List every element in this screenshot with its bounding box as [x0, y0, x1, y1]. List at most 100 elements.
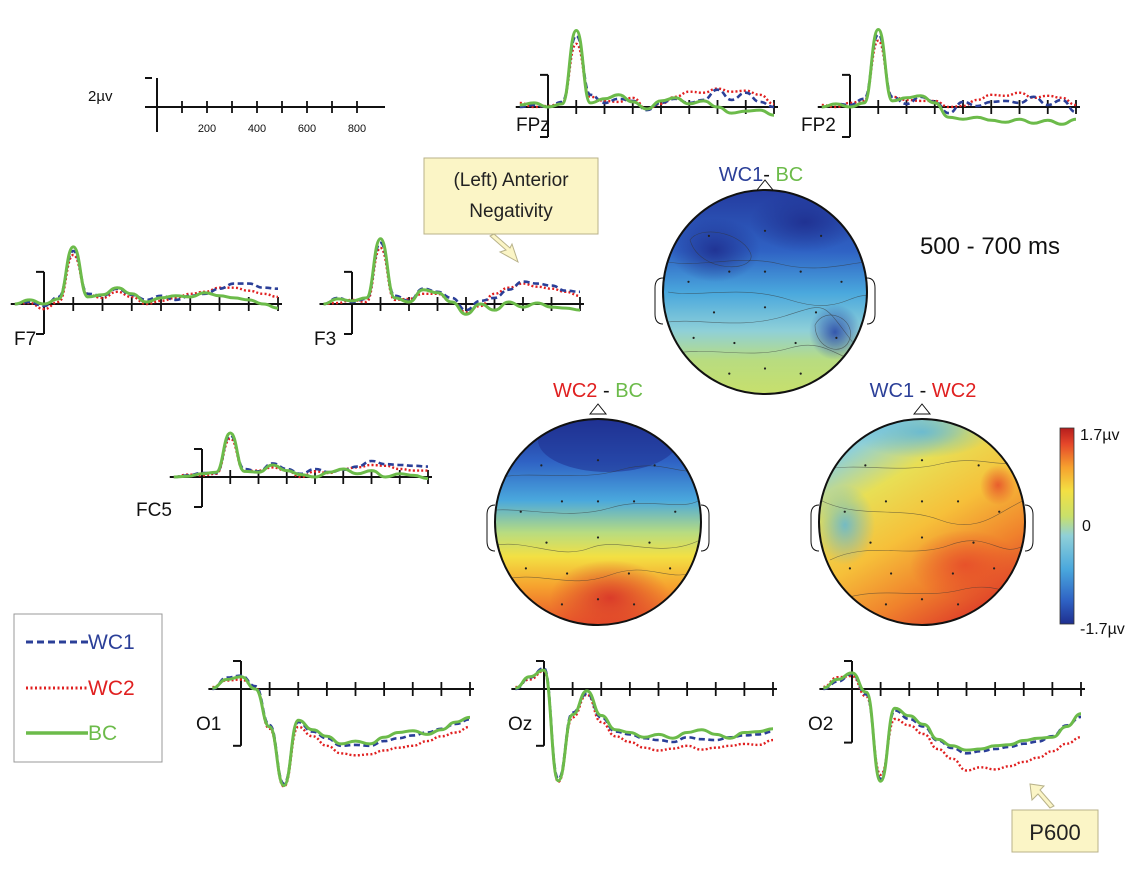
scale-label: 2µv: [88, 88, 113, 105]
series-bc-f7: [14, 245, 279, 310]
electrode-dot: [977, 464, 980, 467]
series-wc1-o1: [212, 674, 471, 785]
topo-map-wc1-wc2: [810, 403, 1034, 626]
electrode-dot: [869, 541, 872, 544]
electrode-dot: [763, 367, 767, 370]
series-bc-o2: [823, 671, 1082, 783]
electrode-dot: [840, 280, 843, 283]
electrode-dot: [632, 603, 636, 606]
electrode-dot: [763, 229, 767, 232]
topo-electrodes: [687, 229, 843, 375]
series-wc1-fpz: [519, 34, 775, 112]
erp-panel-o2: O2: [808, 660, 1085, 783]
electrode-dot: [972, 541, 975, 544]
time-window-label: 500 - 700 ms: [920, 233, 1060, 260]
anterior-callout-line-2: Negativity: [469, 201, 553, 222]
electrode-dot: [596, 598, 600, 601]
electrode-dot: [820, 234, 823, 237]
electrode-dot: [835, 336, 838, 339]
p600-label: P600: [1029, 820, 1080, 845]
topo-title-wc1-wc2: WC1 - WC2: [870, 380, 977, 402]
topo-map-wc1-bc: [654, 179, 876, 395]
series-wc2-fpz: [519, 42, 775, 111]
erp-panel-f7: F7: [10, 245, 282, 350]
electrode-dot: [596, 500, 600, 503]
legend-wc1-label: WC1: [88, 631, 135, 654]
series-wc1-o2: [823, 672, 1082, 781]
electrode-label: FPz: [516, 115, 550, 136]
topo-title-left: WC2: [553, 380, 597, 402]
electrode-dot: [763, 270, 767, 273]
electrode-dot: [596, 536, 600, 539]
electrode-dot: [632, 500, 636, 503]
topo-title-right: WC2: [932, 380, 976, 402]
electrode-dot: [890, 572, 893, 575]
electrode-dot: [799, 372, 802, 375]
erp-panels: FPz FP2 F7 F3 FC5 O1 Oz O2: [10, 28, 1085, 788]
scale-bar: 2µv 200 400 600 800: [88, 77, 385, 135]
electrode-dot: [794, 341, 797, 345]
electrode-dot: [674, 510, 677, 513]
electrode-dot: [728, 270, 731, 273]
electrode-dot: [545, 541, 548, 544]
series-bc-fp2: [821, 28, 1077, 126]
electrode-dot: [920, 598, 924, 601]
erp-panel-oz: Oz: [508, 660, 777, 783]
electrode-dot: [920, 536, 924, 539]
topo-title-separator: -: [763, 164, 775, 186]
electrode-label: F3: [314, 329, 336, 350]
series-wc2-f7: [14, 253, 279, 311]
legend-wc2-label: WC2: [88, 677, 135, 700]
electrode-dot: [540, 464, 543, 467]
electrode-dot: [998, 510, 1001, 513]
p600-callout: P600: [1011, 783, 1099, 853]
electrode-dot: [884, 500, 888, 503]
electrode-dot: [524, 567, 528, 570]
series-bc-o1: [212, 675, 471, 788]
electrode-label: Oz: [508, 714, 532, 735]
electrode-dot: [848, 567, 852, 570]
topo-title-wc1-bc: WC1- BC: [719, 164, 803, 186]
anterior-callout-line-1: (Left) Anterior: [453, 170, 569, 191]
electrode-dot: [669, 567, 672, 570]
electrode-dot: [956, 500, 960, 503]
erp-panel-f3: F3: [314, 237, 584, 350]
electrode-dot: [733, 341, 736, 345]
electrode-label: F7: [14, 329, 36, 350]
series-bc-oz: [515, 668, 774, 783]
series-wc2-fp2: [821, 39, 1077, 109]
electrode-dot: [884, 603, 888, 606]
series-wc1-f7: [14, 249, 279, 308]
series-wc1-f3: [323, 241, 581, 312]
electrode-label: O2: [808, 714, 833, 735]
electrode-dot: [864, 464, 867, 467]
topo-title-left: WC1: [870, 380, 914, 402]
electrode-dot: [814, 311, 818, 314]
topo-electrodes: [519, 459, 677, 606]
electrode-dot: [728, 372, 731, 375]
topo-title-right: BC: [615, 380, 643, 402]
electrode-dot: [956, 603, 960, 606]
electrode-dot: [627, 572, 631, 575]
erp-panel-fc5: FC5: [136, 431, 432, 521]
electrode-dot: [993, 567, 996, 570]
electrode-dot: [519, 510, 522, 513]
series-bc-f3: [323, 237, 581, 316]
electrode-dot: [560, 603, 564, 606]
electrode-label: FC5: [136, 500, 172, 521]
electrode-label: O1: [196, 714, 221, 735]
electrode-dot: [843, 510, 846, 513]
series-wc2-f3: [323, 246, 581, 314]
electrode-dot: [596, 459, 600, 462]
series-bc-fc5: [173, 431, 429, 481]
electrode-dot: [712, 311, 716, 314]
scale-tick-label: 800: [348, 123, 366, 135]
topo-map-wc2-bc: [486, 403, 710, 626]
colorbar-mid-label: 0: [1082, 518, 1091, 535]
electrode-dot: [648, 541, 651, 544]
topo-title-wc2-bc: WC2 - BC: [553, 380, 643, 402]
electrode-label: FP2: [801, 115, 836, 136]
electrode-dot: [707, 234, 711, 237]
topo-title-left: WC1: [719, 164, 763, 186]
